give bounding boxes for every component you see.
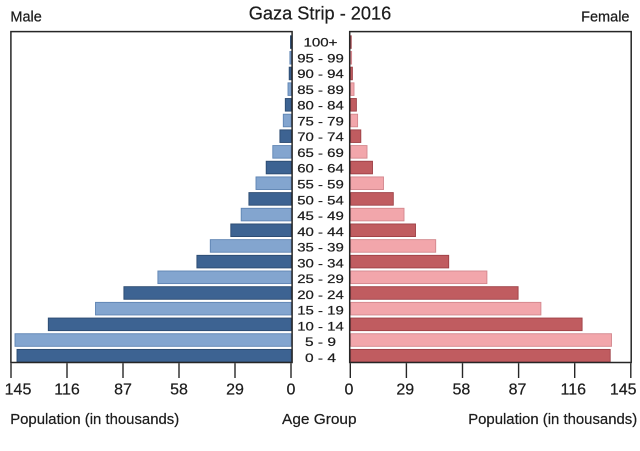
svg-text:65 - 69: 65 - 69 bbox=[297, 146, 344, 160]
svg-text:95 - 99: 95 - 99 bbox=[297, 51, 344, 65]
svg-text:87: 87 bbox=[509, 382, 527, 399]
svg-text:30 - 34: 30 - 34 bbox=[297, 256, 344, 270]
svg-text:0 - 4: 0 - 4 bbox=[305, 351, 336, 365]
svg-text:100+: 100+ bbox=[304, 36, 338, 50]
svg-text:87: 87 bbox=[114, 382, 132, 399]
svg-text:40 - 44: 40 - 44 bbox=[297, 225, 344, 239]
svg-text:0: 0 bbox=[287, 382, 296, 399]
svg-text:85 - 89: 85 - 89 bbox=[297, 83, 344, 97]
svg-text:80 - 84: 80 - 84 bbox=[297, 99, 344, 113]
svg-text:60 - 64: 60 - 64 bbox=[297, 162, 344, 176]
svg-text:Female: Female bbox=[581, 10, 629, 26]
svg-text:5 - 9: 5 - 9 bbox=[305, 335, 336, 349]
svg-text:75 - 79: 75 - 79 bbox=[297, 114, 344, 128]
svg-text:90 - 94: 90 - 94 bbox=[297, 67, 344, 81]
svg-text:50 - 54: 50 - 54 bbox=[297, 193, 344, 207]
svg-text:116: 116 bbox=[54, 382, 80, 399]
svg-text:116: 116 bbox=[561, 382, 587, 399]
svg-text:Gaza Strip - 2016: Gaza Strip - 2016 bbox=[249, 3, 392, 24]
svg-text:Population (in thousands): Population (in thousands) bbox=[468, 411, 637, 428]
svg-text:145: 145 bbox=[5, 382, 32, 399]
svg-text:70 - 74: 70 - 74 bbox=[297, 130, 344, 144]
svg-text:Male: Male bbox=[10, 10, 41, 26]
svg-text:10 - 14: 10 - 14 bbox=[297, 319, 344, 333]
svg-text:29: 29 bbox=[396, 382, 414, 399]
svg-text:58: 58 bbox=[170, 382, 188, 399]
svg-text:Population (in thousands): Population (in thousands) bbox=[10, 411, 179, 428]
svg-text:Age Group: Age Group bbox=[282, 411, 357, 428]
svg-text:15 - 19: 15 - 19 bbox=[297, 304, 344, 318]
svg-text:55 - 59: 55 - 59 bbox=[297, 177, 344, 191]
svg-text:29: 29 bbox=[226, 382, 244, 399]
svg-text:58: 58 bbox=[453, 382, 471, 399]
svg-text:35 - 39: 35 - 39 bbox=[297, 241, 344, 255]
svg-text:20 - 24: 20 - 24 bbox=[297, 288, 344, 302]
svg-text:0: 0 bbox=[344, 382, 353, 399]
svg-text:45 - 49: 45 - 49 bbox=[297, 209, 344, 223]
svg-text:145: 145 bbox=[610, 382, 637, 399]
svg-text:25 - 29: 25 - 29 bbox=[297, 272, 344, 286]
